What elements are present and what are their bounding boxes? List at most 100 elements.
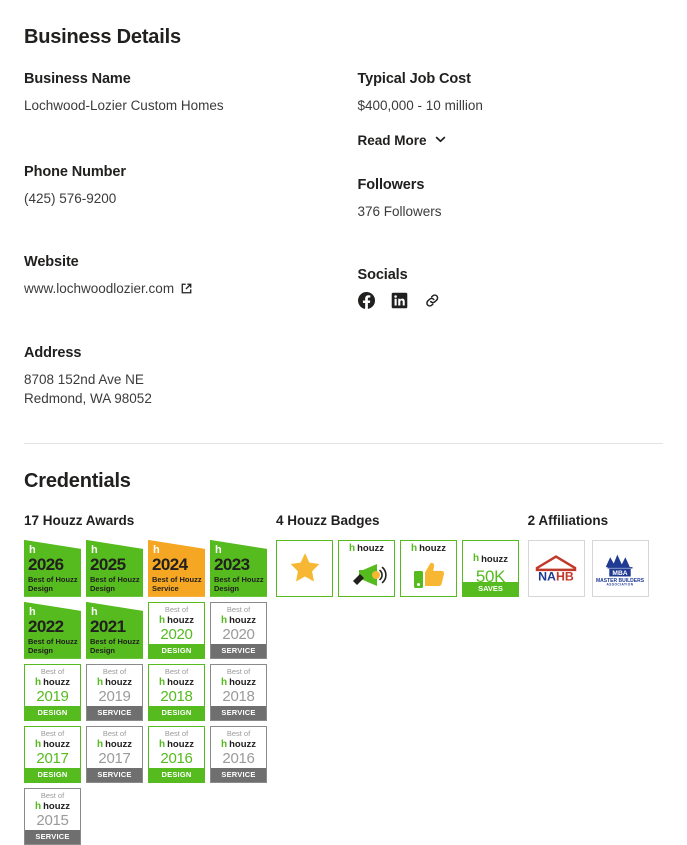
- typical-job-cost-value: $400,000 - 10 million: [357, 98, 483, 113]
- award-year: 2019: [36, 687, 69, 705]
- award-badge-2020-service[interactable]: Best of h houzz 2020 SERVICE: [210, 601, 267, 659]
- awards-column: 17 Houzz Awards h 2026 Best of Houzz Design…: [24, 513, 276, 845]
- svg-text:MBA: MBA: [612, 570, 627, 577]
- award-year: 2017: [36, 749, 69, 767]
- award-category: SERVICE: [211, 705, 266, 720]
- award-badge-2025-design[interactable]: h 2025 Best of Houzz Design: [86, 539, 143, 597]
- read-more-button[interactable]: Read More: [358, 133, 664, 149]
- award-badge-2016-design[interactable]: Best of h houzz 2016 DESIGN: [148, 725, 205, 783]
- houzz-wordmark: h houzz: [411, 543, 447, 555]
- award-badge-2017-design[interactable]: Best of h houzz 2017 DESIGN: [24, 725, 81, 783]
- svg-text:NAHB: NAHB: [538, 570, 574, 584]
- facebook-icon[interactable]: [357, 292, 375, 310]
- award-badge-2026-design[interactable]: h 2026 Best of Houzz Design: [24, 539, 81, 597]
- award-best-of: Best of: [226, 728, 251, 738]
- award-year: 2019: [98, 687, 131, 705]
- badges-column: 4 Houzz Badges h houzz: [276, 513, 528, 845]
- award-year: 2021: [90, 616, 126, 636]
- houzz-mark: h: [34, 738, 42, 750]
- award-badge-2021-design[interactable]: h 2021 Best of Houzz Design: [86, 601, 143, 659]
- award-category: SERVICE: [87, 767, 142, 782]
- credentials-title: Credentials: [24, 469, 131, 492]
- award-badge-2018-service[interactable]: Best of h houzz 2018 SERVICE: [210, 663, 267, 721]
- badge-saves[interactable]: h houzz 50K SAVES: [462, 539, 519, 597]
- houzz-word: houzz: [481, 553, 509, 565]
- award-badge-2016-service[interactable]: Best of h houzz 2016 SERVICE: [210, 725, 267, 783]
- award-year: 2026: [28, 554, 64, 574]
- award-year: 2024: [152, 554, 188, 574]
- houzz-mark: h: [220, 614, 228, 626]
- svg-text:ASSOCIATION: ASSOCIATION: [607, 583, 634, 587]
- houzz-mark: h: [153, 543, 160, 556]
- affiliations-column: 2 Affiliations NAHB MBA: [527, 513, 663, 845]
- houzz-word: houzz: [43, 677, 71, 689]
- award-best-of: Best of: [164, 728, 189, 738]
- mba-logo[interactable]: MBA MASTER BUILDERS ASSOCIATION: [591, 539, 649, 597]
- award-badge-2015-service[interactable]: Best of h houzz 2015 SERVICE: [24, 787, 81, 845]
- phone-number-value[interactable]: (425) 576-9200: [24, 190, 117, 206]
- houzz-wordmark: h houzz: [220, 614, 256, 626]
- badge-megaphone[interactable]: h houzz: [338, 539, 395, 597]
- houzz-mark: h: [215, 543, 222, 556]
- thumbs-up-icon: [401, 554, 456, 596]
- field-followers: Followers 376 Followers: [358, 177, 664, 222]
- award-badge-2017-service[interactable]: Best of h houzz 2017 SERVICE: [86, 725, 143, 783]
- external-link-icon: [180, 282, 193, 295]
- page-title: Business Details: [24, 26, 181, 48]
- saves-count: 50K: [475, 567, 506, 587]
- link-icon[interactable]: [424, 292, 441, 309]
- badge-thumbs-up[interactable]: h houzz: [400, 539, 457, 597]
- award-best-of: Best of: [226, 666, 251, 676]
- award-best-of: Best of: [164, 604, 189, 614]
- badges-list: h houzz: [276, 539, 528, 597]
- saves-category: SAVES: [463, 581, 518, 596]
- award-best-of: Best of: [102, 728, 127, 738]
- houzz-wordmark: h houzz: [159, 615, 195, 627]
- houzz-word: houzz: [105, 677, 133, 689]
- award-badge-2018-design[interactable]: Best of h houzz 2018 DESIGN: [148, 663, 205, 721]
- field-business-name: Business Name Lochwood-Lozier Custom Hom…: [24, 71, 344, 116]
- houzz-wordmark: h houzz: [34, 676, 71, 689]
- houzz-mark: h: [29, 605, 36, 618]
- read-more-label: Read More: [357, 133, 427, 149]
- star-icon: [277, 541, 332, 596]
- linkedin-icon[interactable]: [391, 292, 408, 309]
- award-badge-2019-service[interactable]: Best of h houzz 2019 SERVICE: [86, 663, 143, 721]
- award-category: DESIGN: [149, 767, 204, 782]
- houzz-word: houzz: [43, 739, 71, 751]
- houzz-word: houzz: [419, 543, 447, 555]
- award-badge-2020-design[interactable]: Best of h houzz 2020 DESIGN: [148, 601, 205, 659]
- badges-label: 4 Houzz Badges: [276, 512, 380, 528]
- houzz-mark: h: [34, 676, 42, 688]
- award-badge-2023-design[interactable]: h 2023 Best of Houzz Design: [210, 539, 267, 597]
- houzz-wordmark: h houzz: [96, 738, 132, 750]
- phone-number-label: Phone Number: [24, 163, 126, 180]
- houzz-word: houzz: [167, 615, 195, 627]
- website-value: www.lochwoodlozier.com: [24, 281, 175, 297]
- section-divider: [24, 442, 663, 444]
- followers-value: 376 Followers: [357, 203, 442, 219]
- award-year: 2023: [214, 554, 250, 574]
- award-badge-2024-service[interactable]: h 2024 Best of Houzz Service: [148, 539, 205, 597]
- houzz-word: houzz: [43, 801, 71, 813]
- website-link[interactable]: www.lochwoodlozier.com: [24, 279, 344, 299]
- houzz-mark: h: [96, 676, 104, 688]
- award-badge-2019-design[interactable]: Best of h houzz 2019 DESIGN: [24, 663, 81, 721]
- houzz-word: houzz: [357, 543, 385, 555]
- socials-label: Socials: [357, 267, 408, 284]
- field-typical-job-cost: Typical Job Cost $400,000 - 10 million R…: [358, 71, 664, 149]
- houzz-mark: h: [158, 738, 166, 750]
- award-year: 2016: [160, 749, 193, 767]
- badge-star[interactable]: [276, 539, 333, 597]
- award-best-of: Best of: [40, 790, 65, 800]
- business-details-grid: Business Name Lochwood-Lozier Custom Hom…: [24, 71, 663, 409]
- award-badge-2022-design[interactable]: h 2022 Best of Houzz Design: [24, 601, 81, 659]
- houzz-wordmark: h houzz: [349, 543, 385, 555]
- award-best-of: Best of: [102, 666, 127, 676]
- typical-job-cost-label: Typical Job Cost: [357, 71, 471, 87]
- houzz-mark: h: [96, 738, 104, 750]
- award-subtitle: Best of Houzz Design: [28, 574, 78, 594]
- nahb-logo[interactable]: NAHB: [527, 539, 585, 597]
- houzz-wordmark: h houzz: [158, 738, 194, 750]
- award-category: DESIGN: [149, 643, 204, 658]
